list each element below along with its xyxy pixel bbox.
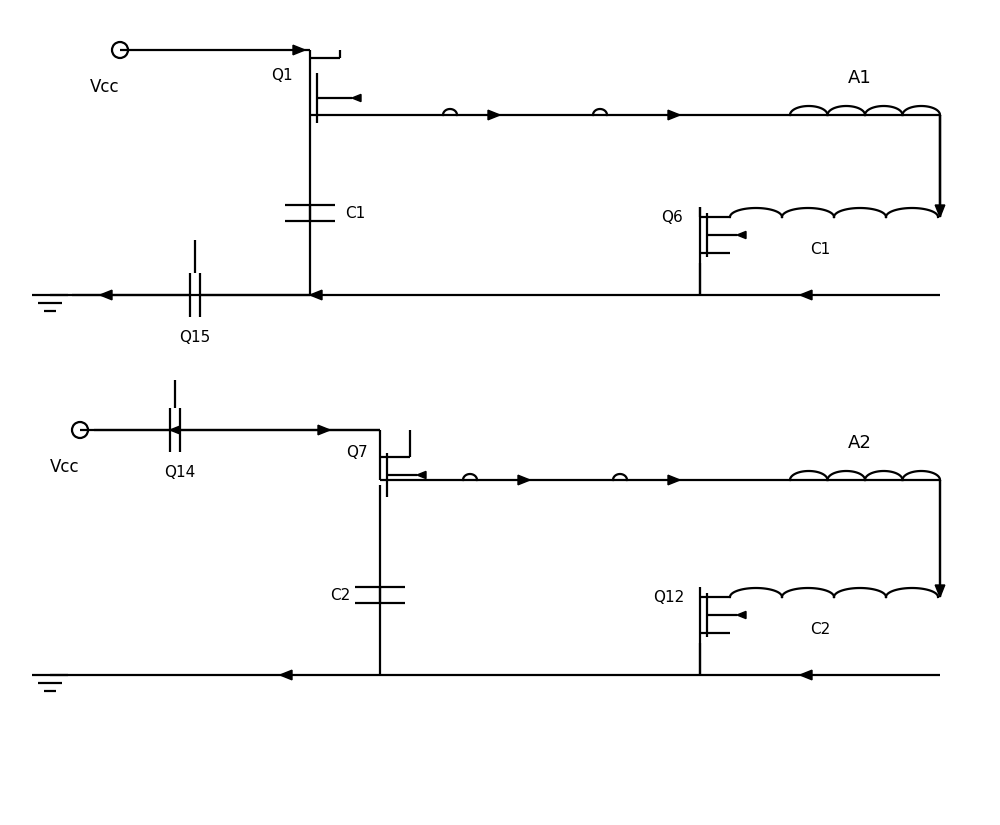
Text: Q14: Q14: [164, 465, 196, 480]
Polygon shape: [668, 475, 680, 485]
Polygon shape: [318, 425, 330, 435]
Polygon shape: [737, 231, 746, 238]
Text: C1: C1: [345, 205, 365, 220]
Text: Vcc: Vcc: [50, 458, 80, 476]
Polygon shape: [417, 471, 426, 478]
Text: Q15: Q15: [179, 330, 211, 345]
Text: C2: C2: [330, 587, 350, 602]
Text: Q7: Q7: [346, 445, 368, 460]
Polygon shape: [352, 94, 361, 101]
Text: Q6: Q6: [661, 210, 683, 225]
Text: Vcc: Vcc: [90, 78, 120, 96]
Polygon shape: [935, 585, 945, 597]
Polygon shape: [668, 111, 680, 120]
Polygon shape: [310, 290, 322, 299]
Polygon shape: [280, 670, 292, 680]
Text: C1: C1: [810, 242, 830, 257]
Polygon shape: [737, 611, 746, 619]
Text: A2: A2: [848, 434, 872, 452]
Text: A1: A1: [848, 69, 872, 87]
Polygon shape: [518, 475, 530, 485]
Text: Q1: Q1: [271, 68, 293, 83]
Polygon shape: [935, 205, 945, 217]
Polygon shape: [800, 290, 812, 299]
Polygon shape: [100, 290, 112, 299]
Polygon shape: [170, 427, 179, 434]
Text: C2: C2: [810, 622, 830, 637]
Polygon shape: [800, 670, 812, 680]
Polygon shape: [488, 111, 500, 120]
Text: Q12: Q12: [653, 590, 685, 605]
Polygon shape: [293, 45, 305, 54]
